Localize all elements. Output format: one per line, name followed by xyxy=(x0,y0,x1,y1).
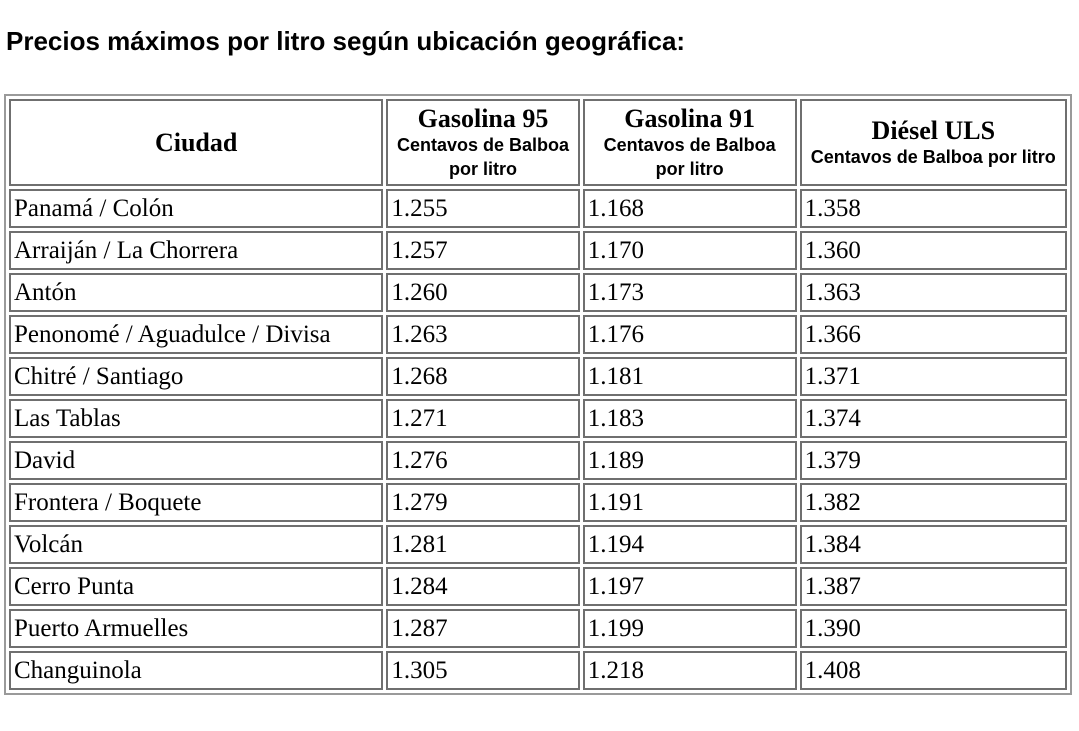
gasolina-95-cell: 1.255 xyxy=(386,189,580,228)
diesel-uls-cell: 1.363 xyxy=(799,273,1067,312)
gasolina-91-cell: 1.218 xyxy=(582,651,797,690)
gasolina-95-cell: 1.271 xyxy=(386,399,580,438)
diesel-uls-cell: 1.387 xyxy=(799,567,1067,606)
table-row: Cerro Punta 1.284 1.197 1.387 xyxy=(9,567,1067,606)
city-cell: Volcán xyxy=(9,525,384,564)
gasolina-91-cell: 1.170 xyxy=(582,231,797,270)
page-title: Precios máximos por litro según ubicació… xyxy=(6,26,686,56)
header-diesel-uls-unit: Centavos de Balboa por litro xyxy=(810,146,1056,167)
gasolina-95-cell: 1.268 xyxy=(386,357,580,396)
gasolina-91-cell: 1.194 xyxy=(582,525,797,564)
city-cell: Panamá / Colón xyxy=(9,189,384,228)
table-row: Antón 1.260 1.173 1.363 xyxy=(9,273,1067,312)
table-row: Panamá / Colón 1.255 1.168 1.358 xyxy=(9,189,1067,228)
diesel-uls-cell: 1.360 xyxy=(799,231,1067,270)
diesel-uls-cell: 1.382 xyxy=(799,483,1067,522)
city-cell: Frontera / Boquete xyxy=(9,483,384,522)
gasolina-91-cell: 1.189 xyxy=(582,441,797,480)
gasolina-95-cell: 1.305 xyxy=(386,651,580,690)
table-row: David 1.276 1.189 1.379 xyxy=(9,441,1067,480)
header-gasolina-91-name: Gasolina 91 xyxy=(624,103,756,133)
gasolina-95-cell: 1.279 xyxy=(386,483,580,522)
city-cell: Changuinola xyxy=(9,651,384,690)
table-row: Arraiján / La Chorrera 1.257 1.170 1.360 xyxy=(9,231,1067,270)
table-body: Panamá / Colón 1.255 1.168 1.358 Arraiján / … xyxy=(9,189,1067,690)
diesel-uls-cell: 1.374 xyxy=(799,399,1067,438)
diesel-uls-cell: 1.379 xyxy=(799,441,1067,480)
table-row: Chitré / Santiago 1.268 1.181 1.371 xyxy=(9,357,1067,396)
gasolina-91-cell: 1.176 xyxy=(582,315,797,354)
header-row: Ciudad Gasolina 95 Centavos de Balboa po… xyxy=(9,99,1067,186)
header-diesel-uls: Diésel ULS Centavos de Balboa por litro xyxy=(799,99,1067,186)
city-cell: Arraiján / La Chorrera xyxy=(9,231,384,270)
header-gasolina-91-unit: Centavos de Balboa por litro xyxy=(603,134,776,179)
gasolina-95-cell: 1.257 xyxy=(386,231,580,270)
table-row: Las Tablas 1.271 1.183 1.374 xyxy=(9,399,1067,438)
city-cell: Puerto Armuelles xyxy=(9,609,384,648)
gasolina-95-cell: 1.260 xyxy=(386,273,580,312)
header-gasolina-95-unit: Centavos de Balboa por litro xyxy=(396,134,570,179)
gasolina-91-cell: 1.168 xyxy=(582,189,797,228)
gasolina-95-cell: 1.284 xyxy=(386,567,580,606)
header-gasolina-95-name: Gasolina 95 xyxy=(417,103,549,133)
diesel-uls-cell: 1.366 xyxy=(799,315,1067,354)
city-cell: Antón xyxy=(9,273,384,312)
city-cell: Las Tablas xyxy=(9,399,384,438)
city-cell: David xyxy=(9,441,384,480)
diesel-uls-cell: 1.384 xyxy=(799,525,1067,564)
gasolina-95-cell: 1.276 xyxy=(386,441,580,480)
table-row: Frontera / Boquete 1.279 1.191 1.382 xyxy=(9,483,1067,522)
gasolina-95-cell: 1.263 xyxy=(386,315,580,354)
diesel-uls-cell: 1.408 xyxy=(799,651,1067,690)
fuel-price-table: Ciudad Gasolina 95 Centavos de Balboa po… xyxy=(4,94,1072,695)
gasolina-91-cell: 1.199 xyxy=(582,609,797,648)
header-gasolina-91: Gasolina 91 Centavos de Balboa por litro xyxy=(582,99,797,186)
city-cell: Chitré / Santiago xyxy=(9,357,384,396)
header-city: Ciudad xyxy=(9,99,384,186)
gasolina-95-cell: 1.281 xyxy=(386,525,580,564)
city-cell: Penonomé / Aguadulce / Divisa xyxy=(9,315,384,354)
diesel-uls-cell: 1.390 xyxy=(799,609,1067,648)
header-diesel-uls-name: Diésel ULS xyxy=(871,115,996,145)
gasolina-91-cell: 1.197 xyxy=(582,567,797,606)
header-city-label: Ciudad xyxy=(154,127,238,157)
table-row: Changuinola 1.305 1.218 1.408 xyxy=(9,651,1067,690)
diesel-uls-cell: 1.358 xyxy=(799,189,1067,228)
gasolina-91-cell: 1.183 xyxy=(582,399,797,438)
table-row: Puerto Armuelles 1.287 1.199 1.390 xyxy=(9,609,1067,648)
gasolina-95-cell: 1.287 xyxy=(386,609,580,648)
diesel-uls-cell: 1.371 xyxy=(799,357,1067,396)
table-row: Penonomé / Aguadulce / Divisa 1.263 1.176 1… xyxy=(9,315,1067,354)
gasolina-91-cell: 1.191 xyxy=(582,483,797,522)
gasolina-91-cell: 1.173 xyxy=(582,273,797,312)
table-row: Volcán 1.281 1.194 1.384 xyxy=(9,525,1067,564)
gasolina-91-cell: 1.181 xyxy=(582,357,797,396)
header-gasolina-95: Gasolina 95 Centavos de Balboa por litro xyxy=(386,99,580,186)
city-cell: Cerro Punta xyxy=(9,567,384,606)
